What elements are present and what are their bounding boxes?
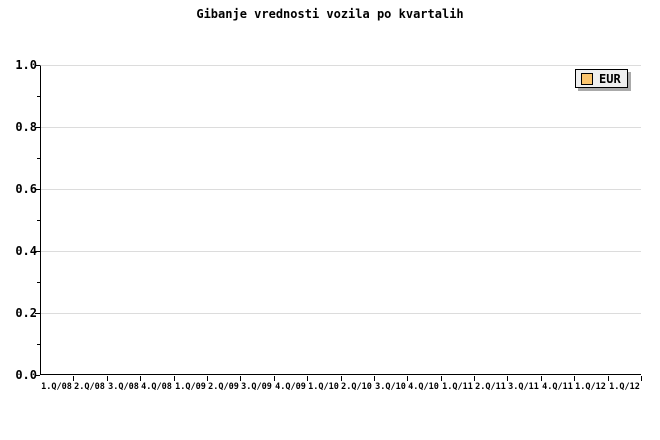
- y-tick-label-0.2: 0.2: [15, 306, 37, 320]
- x-category-label-7: 4.Q/09: [275, 382, 306, 392]
- x-tick-13: [474, 376, 475, 381]
- x-tick-6: [240, 376, 241, 381]
- x-category-label-1: 2.Q/08: [74, 382, 105, 392]
- x-tick-7: [274, 376, 275, 381]
- legend-label-eur: EUR: [599, 71, 621, 86]
- x-tick-4: [174, 376, 175, 381]
- x-category-label-15: 4.Q/11: [542, 382, 573, 392]
- x-tick-8: [307, 376, 308, 381]
- chart-title: Gibanje vrednosti vozila po kvartalih: [196, 7, 464, 21]
- y-minor-tick-0.9: [37, 96, 40, 97]
- y-minor-tick-0.1: [37, 344, 40, 345]
- gridline-0.2: [41, 313, 641, 314]
- y-major-tick-0.2: [35, 313, 40, 314]
- y-tick-label-0.4: 0.4: [15, 244, 37, 258]
- y-major-tick-1: [35, 65, 40, 66]
- x-category-label-11: 4.Q/10: [408, 382, 439, 392]
- gridline-0.6: [41, 189, 641, 190]
- gridline-0.8: [41, 127, 641, 128]
- y-minor-tick-0.7: [37, 158, 40, 159]
- y-tick-label-0.6: 0.6: [15, 182, 37, 196]
- x-category-label-14: 3.Q/11: [508, 382, 539, 392]
- x-category-label-5: 2.Q/09: [208, 382, 239, 392]
- x-tick-18: [641, 376, 642, 381]
- y-tick-label-0.8: 0.8: [15, 120, 37, 134]
- x-tick-5: [207, 376, 208, 381]
- y-tick-label-0.0: 0.0: [15, 368, 37, 382]
- x-category-label-3: 4.Q/08: [141, 382, 172, 392]
- x-category-label-12: 1.Q/11: [442, 382, 473, 392]
- x-tick-17: [608, 376, 609, 381]
- x-category-label-13: 2.Q/11: [475, 382, 506, 392]
- x-category-label-6: 3.Q/09: [241, 382, 272, 392]
- y-minor-tick-0.3: [37, 282, 40, 283]
- x-tick-16: [574, 376, 575, 381]
- y-minor-tick-0.5: [37, 220, 40, 221]
- x-tick-3: [140, 376, 141, 381]
- x-category-label-0: 1.Q/08: [41, 382, 72, 392]
- x-category-label-10: 3.Q/10: [375, 382, 406, 392]
- y-major-tick-0.4: [35, 251, 40, 252]
- x-tick-9: [341, 376, 342, 381]
- plot-area: [40, 65, 641, 375]
- legend-swatch-eur: [581, 72, 593, 85]
- y-tick-label-1.0: 1.0: [15, 58, 37, 72]
- x-tick-14: [507, 376, 508, 381]
- y-major-tick-0.8: [35, 127, 40, 128]
- y-major-tick-0: [35, 375, 40, 376]
- x-tick-15: [541, 376, 542, 381]
- legend: EUR: [575, 69, 628, 88]
- gridline-0.4: [41, 251, 641, 252]
- x-tick-2: [107, 376, 108, 381]
- x-category-label-8: 1.Q/10: [308, 382, 339, 392]
- x-category-label-17: 1.Q/12: [609, 382, 640, 392]
- x-category-label-4: 1.Q/09: [175, 382, 206, 392]
- x-category-label-16: 1.Q/12: [575, 382, 606, 392]
- x-category-label-2: 3.Q/08: [108, 382, 139, 392]
- x-category-label-9: 2.Q/10: [341, 382, 372, 392]
- x-tick-1: [73, 376, 74, 381]
- x-tick-12: [441, 376, 442, 381]
- y-major-tick-0.6: [35, 189, 40, 190]
- x-tick-10: [374, 376, 375, 381]
- x-tick-11: [407, 376, 408, 381]
